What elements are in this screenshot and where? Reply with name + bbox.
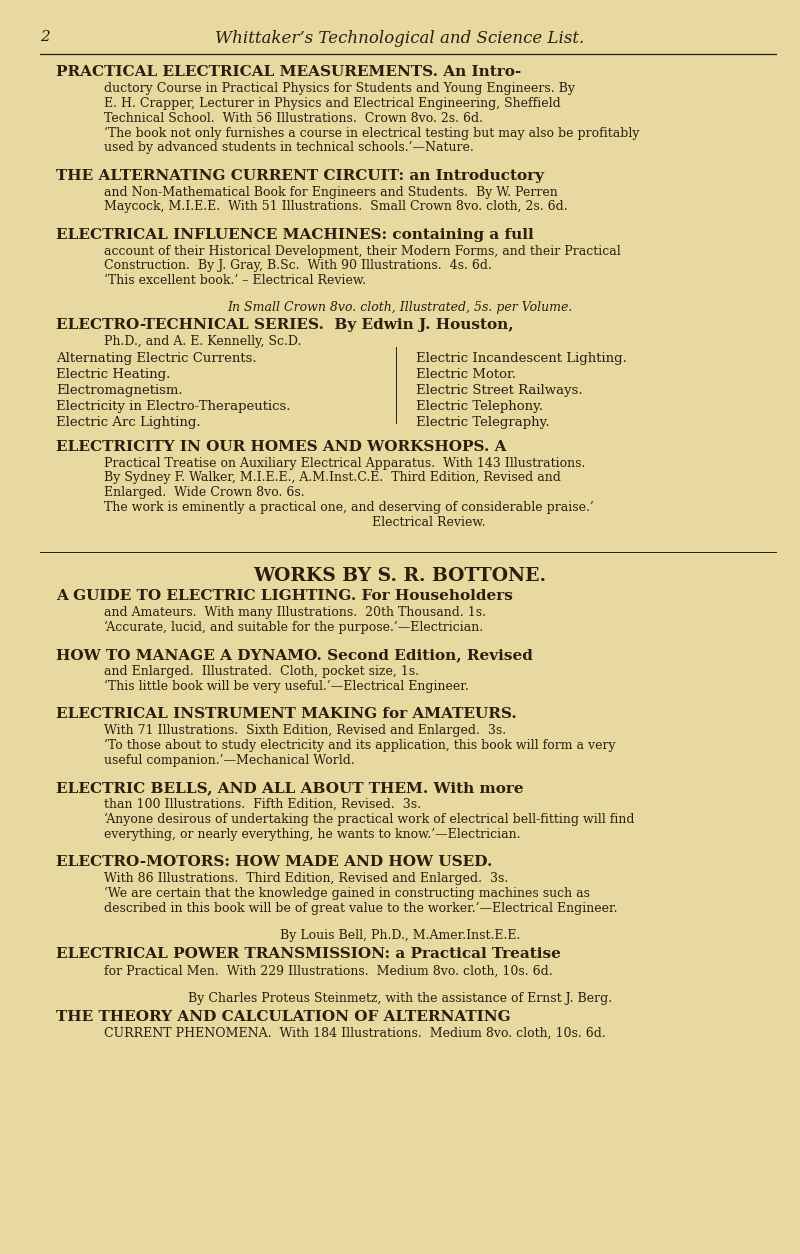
- Text: ELECTRO-TECHNICAL SERIES.  By Edwin J. Houston,: ELECTRO-TECHNICAL SERIES. By Edwin J. Ho…: [56, 319, 514, 332]
- Text: and Enlarged.  Illustrated.  Cloth, pocket size, 1s.: and Enlarged. Illustrated. Cloth, pocket…: [104, 666, 419, 678]
- Text: Enlarged.  Wide Crown 8vo. 6s.: Enlarged. Wide Crown 8vo. 6s.: [104, 487, 305, 499]
- Text: PRACTICAL ELECTRICAL MEASUREMENTS. An Intro-: PRACTICAL ELECTRICAL MEASUREMENTS. An In…: [56, 65, 522, 79]
- Text: WORKS BY S. R. BOTTONE.: WORKS BY S. R. BOTTONE.: [254, 567, 546, 586]
- Text: Electric Street Railways.: Electric Street Railways.: [416, 384, 582, 396]
- Text: HOW TO MANAGE A DYNAMO. Second Edition, Revised: HOW TO MANAGE A DYNAMO. Second Edition, …: [56, 648, 533, 662]
- Text: ‘To those about to study electricity and its application, this book will form a : ‘To those about to study electricity and…: [104, 739, 616, 752]
- Text: ELECTRO-MOTORS: HOW MADE AND HOW USED.: ELECTRO-MOTORS: HOW MADE AND HOW USED.: [56, 855, 492, 869]
- Text: Alternating Electric Currents.: Alternating Electric Currents.: [56, 352, 257, 365]
- Text: E. H. Crapper, Lecturer in Physics and Electrical Engineering, Sheffield: E. H. Crapper, Lecturer in Physics and E…: [104, 97, 561, 110]
- Text: useful companion.’—Mechanical World.: useful companion.’—Mechanical World.: [104, 754, 354, 767]
- Text: Electric Telegraphy.: Electric Telegraphy.: [416, 416, 550, 429]
- Text: ELECTRICITY IN OUR HOMES AND WORKSHOPS. A: ELECTRICITY IN OUR HOMES AND WORKSHOPS. …: [56, 440, 506, 454]
- Text: ELECTRICAL POWER TRANSMISSION: a Practical Treatise: ELECTRICAL POWER TRANSMISSION: a Practic…: [56, 947, 561, 962]
- Text: ‘Anyone desirous of undertaking the practical work of electrical bell-fitting wi: ‘Anyone desirous of undertaking the prac…: [104, 813, 634, 826]
- Text: Electric Telephony.: Electric Telephony.: [416, 400, 543, 413]
- Text: By Sydney F. Walker, M.I.E.E., A.M.Inst.C.E.  Third Edition, Revised and: By Sydney F. Walker, M.I.E.E., A.M.Inst.…: [104, 472, 561, 484]
- Text: ductory Course in Practical Physics for Students and Young Engineers. By: ductory Course in Practical Physics for …: [104, 83, 575, 95]
- Text: ‘This excellent book.’ – Electrical Review.: ‘This excellent book.’ – Electrical Revi…: [104, 275, 366, 287]
- Text: ‘This little book will be very useful.’—Electrical Engineer.: ‘This little book will be very useful.’—…: [104, 680, 469, 693]
- Text: With 71 Illustrations.  Sixth Edition, Revised and Enlarged.  3s.: With 71 Illustrations. Sixth Edition, Re…: [104, 725, 506, 737]
- Text: The work is eminently a practical one, and deserving of considerable praise.’: The work is eminently a practical one, a…: [104, 502, 594, 514]
- Text: and Amateurs.  With many Illustrations.  20th Thousand. 1s.: and Amateurs. With many Illustrations. 2…: [104, 606, 486, 619]
- Text: THE ALTERNATING CURRENT CIRCUIT: an Introductory: THE ALTERNATING CURRENT CIRCUIT: an Intr…: [56, 168, 544, 183]
- Text: Construction.  By J. Gray, B.Sc.  With 90 Illustrations.  4s. 6d.: Construction. By J. Gray, B.Sc. With 90 …: [104, 260, 492, 272]
- Text: THE THEORY AND CALCULATION OF ALTERNATING: THE THEORY AND CALCULATION OF ALTERNATIN…: [56, 1009, 510, 1025]
- Text: Electric Heating.: Electric Heating.: [56, 367, 170, 381]
- Text: and Non-Mathematical Book for Engineers and Students.  By W. Perren: and Non-Mathematical Book for Engineers …: [104, 186, 558, 198]
- Text: 2: 2: [40, 30, 50, 44]
- Text: Electric Motor.: Electric Motor.: [416, 367, 516, 381]
- Text: Maycock, M.I.E.E.  With 51 Illustrations.  Small Crown 8vo. cloth, 2s. 6d.: Maycock, M.I.E.E. With 51 Illustrations.…: [104, 201, 568, 213]
- Text: Electricity in Electro-Therapeutics.: Electricity in Electro-Therapeutics.: [56, 400, 290, 413]
- Text: Ph.D., and A. E. Kennelly, Sc.D.: Ph.D., and A. E. Kennelly, Sc.D.: [104, 335, 302, 347]
- Text: Electric Incandescent Lighting.: Electric Incandescent Lighting.: [416, 352, 627, 365]
- Text: A GUIDE TO ELECTRIC LIGHTING. For Householders: A GUIDE TO ELECTRIC LIGHTING. For Househ…: [56, 589, 513, 603]
- Text: Technical School.  With 56 Illustrations.  Crown 8vo. 2s. 6d.: Technical School. With 56 Illustrations.…: [104, 112, 483, 125]
- Text: ‘The book not only furnishes a course in electrical testing but may also be prof: ‘The book not only furnishes a course in…: [104, 127, 639, 140]
- Text: Whittaker’s Technological and Science List.: Whittaker’s Technological and Science Li…: [215, 30, 585, 48]
- Text: Electromagnetism.: Electromagnetism.: [56, 384, 182, 396]
- Text: everything, or nearly everything, he wants to know.’—Electrician.: everything, or nearly everything, he wan…: [104, 828, 521, 840]
- Text: Electric Arc Lighting.: Electric Arc Lighting.: [56, 416, 201, 429]
- Text: ‘Accurate, lucid, and suitable for the purpose.’—Electrician.: ‘Accurate, lucid, and suitable for the p…: [104, 621, 483, 635]
- Text: Practical Treatise on Auxiliary Electrical Apparatus.  With 143 Illustrations.: Practical Treatise on Auxiliary Electric…: [104, 456, 586, 469]
- Text: Electrical Review.: Electrical Review.: [104, 515, 486, 529]
- Text: CURRENT PHENOMENA.  With 184 Illustrations.  Medium 8vo. cloth, 10s. 6d.: CURRENT PHENOMENA. With 184 Illustration…: [104, 1027, 606, 1040]
- Text: By Louis Bell, Ph.D., M.Amer.Inst.E.E.: By Louis Bell, Ph.D., M.Amer.Inst.E.E.: [280, 929, 520, 942]
- Text: By Charles Proteus Steinmetz, with the assistance of Ernst J. Berg.: By Charles Proteus Steinmetz, with the a…: [188, 992, 612, 1004]
- Text: account of their Historical Development, their Modern Forms, and their Practical: account of their Historical Development,…: [104, 245, 621, 257]
- Text: used by advanced students in technical schools.’—Nature.: used by advanced students in technical s…: [104, 142, 474, 154]
- Text: described in this book will be of great value to the worker.’—Electrical Enginee: described in this book will be of great …: [104, 902, 618, 914]
- Text: for Practical Men.  With 229 Illustrations.  Medium 8vo. cloth, 10s. 6d.: for Practical Men. With 229 Illustration…: [104, 964, 553, 977]
- Text: than 100 Illustrations.  Fifth Edition, Revised.  3s.: than 100 Illustrations. Fifth Edition, R…: [104, 799, 421, 811]
- Text: In Small Crown 8vo. cloth, Illustrated, 5s. per Volume.: In Small Crown 8vo. cloth, Illustrated, …: [227, 301, 573, 315]
- Text: ‘We are certain that the knowledge gained in constructing machines such as: ‘We are certain that the knowledge gaine…: [104, 887, 590, 900]
- Text: With 86 Illustrations.  Third Edition, Revised and Enlarged.  3s.: With 86 Illustrations. Third Edition, Re…: [104, 872, 508, 885]
- Text: ELECTRICAL INFLUENCE MACHINES: containing a full: ELECTRICAL INFLUENCE MACHINES: containin…: [56, 228, 534, 242]
- Text: ELECTRIC BELLS, AND ALL ABOUT THEM. With more: ELECTRIC BELLS, AND ALL ABOUT THEM. With…: [56, 781, 524, 795]
- Text: ELECTRICAL INSTRUMENT MAKING for AMATEURS.: ELECTRICAL INSTRUMENT MAKING for AMATEUR…: [56, 707, 517, 721]
